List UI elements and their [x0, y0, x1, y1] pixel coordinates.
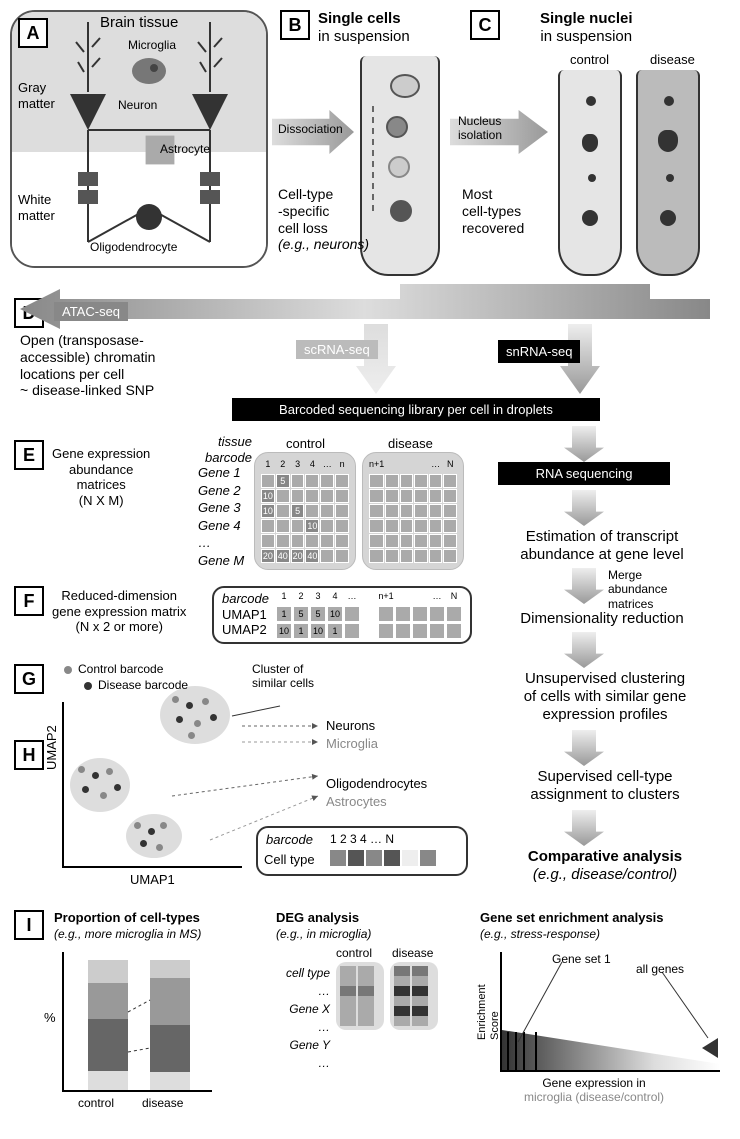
panel-B-label: B	[280, 10, 310, 40]
type-neurons: Neurons	[326, 718, 375, 734]
est-text: Estimation of transcriptabundance at gen…	[492, 528, 712, 564]
arrow-to-dimred	[564, 568, 604, 604]
arrow-to-cluster	[564, 632, 604, 668]
gsea-x: Gene expression inmicroglia (disease/con…	[524, 1076, 664, 1105]
matrix-disease: n+1…N	[362, 452, 464, 570]
atac-desc: Open (transposase-accessible) chromatinl…	[20, 332, 155, 399]
brain-title: Brain tissue	[100, 14, 178, 32]
panel-E-label: E	[14, 440, 44, 470]
oligo-label: Oligodendrocyte	[90, 240, 177, 254]
panel-I-label: I	[14, 910, 44, 940]
dimred-text: Dimensionality reduction	[492, 610, 712, 628]
ctrl-header: control	[286, 436, 325, 452]
tissue-barcode: tissuebarcode	[196, 434, 252, 465]
deg-dis-panel	[390, 962, 438, 1030]
barcoded-box: Barcoded sequencing library per cell in …	[232, 398, 600, 421]
deg-title: DEG analysis(e.g., in microglia)	[276, 910, 371, 941]
deg-ctrl-panel	[336, 962, 384, 1030]
gsea-title: Gene set enrichment analysis(e.g., stres…	[480, 910, 664, 941]
deg-ctrl: control	[336, 946, 372, 960]
assign-text: Supervised cell-typeassignment to cluste…	[490, 768, 720, 804]
prop-title: Proportion of cell-types(e.g., more micr…	[54, 910, 201, 941]
white-matter-label: White matter	[18, 192, 55, 223]
deg-dis: disease	[392, 946, 433, 960]
arrow-to-est	[564, 490, 604, 526]
panel-C-label: C	[470, 10, 500, 40]
oligodendrocyte-icon	[136, 204, 162, 230]
panelE-text: Gene expressionabundancematrices(N X M)	[52, 446, 150, 508]
panelB-caption: Cell-type-specificcell loss(e.g., neuron…	[278, 186, 369, 253]
cluster-text: Unsupervised clusteringof cells with sim…	[480, 670, 730, 724]
f-umap2: UMAP2	[222, 622, 267, 638]
panelC-caption: Mostcell-typesrecovered	[462, 186, 524, 236]
rnaseq-box: RNA sequencing	[498, 462, 670, 485]
type-astro: Astrocytes	[326, 794, 387, 810]
comp-text: Comparative analysis(e.g., disease/contr…	[490, 848, 720, 884]
snrna-box: snRNA-seq	[498, 340, 580, 363]
f-umap1: UMAP1	[222, 607, 267, 623]
arrow-to-assign	[564, 730, 604, 766]
tube-control	[558, 70, 622, 276]
microglia-icon	[132, 58, 166, 84]
tube-disease	[636, 70, 700, 276]
gsea-chart	[500, 952, 720, 1072]
matrix-control: 1234…n5101051020402040	[254, 452, 356, 570]
arrow-to-rnaseq	[564, 426, 604, 462]
gray-matter-label: Gray matter	[18, 80, 55, 111]
celltype-box: barcode 1 2 3 4 … N Cell type	[256, 826, 468, 876]
umap2-axis: UMAP2	[44, 725, 60, 770]
astrocyte-label: Astrocyte	[160, 142, 210, 156]
panel-F-label: F	[14, 586, 44, 616]
panel-A-label: A	[18, 18, 48, 48]
atac-box: ATAC-seq	[54, 302, 128, 321]
neuron-label: Neuron	[118, 98, 157, 112]
disease-label: disease	[650, 52, 695, 68]
tube-cells	[360, 56, 440, 276]
arrow-to-comp	[564, 810, 604, 846]
umap1-axis: UMAP1	[130, 872, 175, 888]
control-label: control	[570, 52, 609, 68]
gsea-set: Gene set 1	[552, 952, 611, 966]
type-microglia: Microglia	[326, 736, 378, 752]
panelB-title1: Single cells	[318, 10, 401, 27]
deg-labels: cell type…Gene X…Gene Y…	[264, 964, 330, 1072]
type-oligo: Oligodendrocytes	[326, 776, 427, 792]
scrna-box: scRNA-seq	[296, 340, 378, 359]
panelB-title2: in suspension	[318, 28, 410, 45]
ct-cols: 1 2 3 4 … N	[330, 832, 394, 846]
dissoc-label: Dissociation	[278, 122, 343, 136]
gsea-y: Enrichment Score	[476, 984, 502, 1040]
panel-G-label: G	[14, 664, 44, 694]
gsea-all: all genes	[636, 962, 684, 976]
f-matrix: 1234…n+1…N15510101101	[276, 591, 462, 639]
prop-ctrl: control	[78, 1096, 114, 1110]
f-barcode: barcode	[222, 591, 269, 607]
panelF-box: barcode UMAP1 UMAP2 1234…n+1…N1551010110…	[212, 586, 472, 644]
panelB-title: Single cellsin suspension	[318, 10, 410, 46]
panelC-title: Single nucleiin suspension	[540, 10, 633, 46]
gsea-x2: microglia (disease/control)	[524, 1090, 664, 1104]
panelF-text: Reduced-dimensiongene expression matrix(…	[52, 588, 186, 635]
panel-H-label: H	[14, 740, 44, 770]
prop-chart	[62, 952, 212, 1092]
ct-barcode: barcode	[266, 832, 313, 847]
merge-text: Merge abundance matrices	[608, 568, 667, 611]
ct-label: Cell type	[264, 852, 315, 867]
prop-dis: disease	[142, 1096, 183, 1110]
gene-labels: Gene 1Gene 2Gene 3Gene 4…Gene M	[198, 464, 244, 569]
dis-header: disease	[388, 436, 433, 452]
nucleus-label: Nucleusisolation	[458, 114, 502, 143]
microglia-label: Microglia	[128, 38, 176, 52]
pct-label: %	[44, 1010, 56, 1026]
cluster-label: Cluster of similar cells	[252, 662, 314, 691]
